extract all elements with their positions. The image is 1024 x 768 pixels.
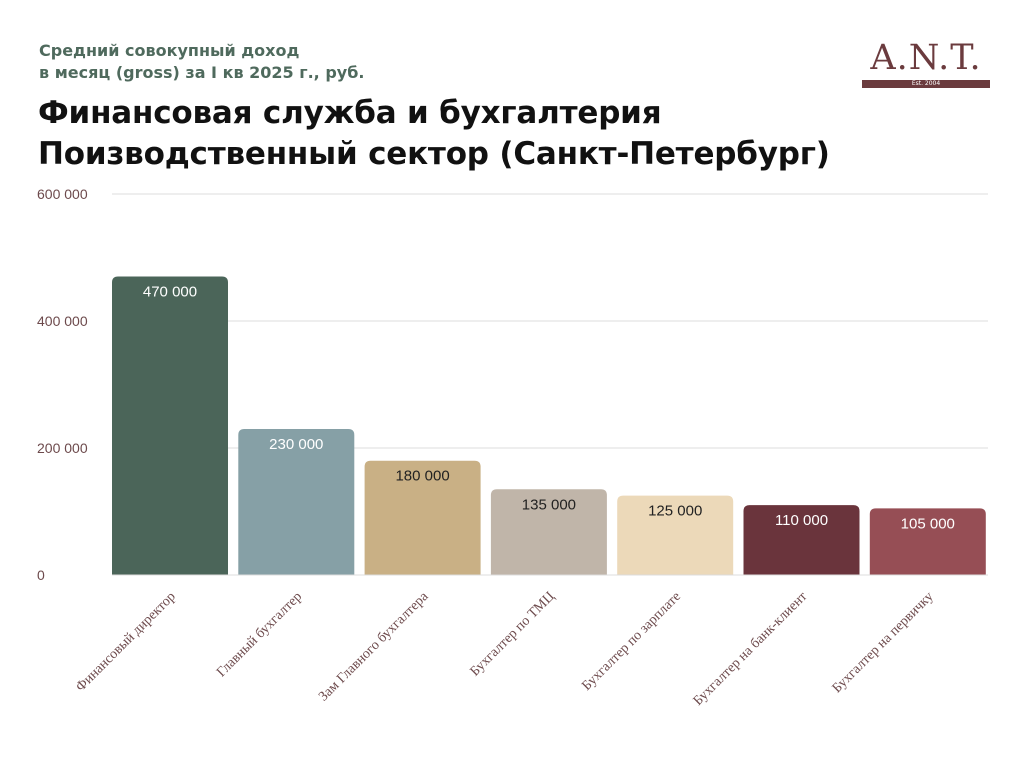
logo-bar	[862, 80, 990, 88]
y-tick-label: 600 000	[37, 186, 88, 202]
bar	[743, 505, 860, 575]
x-tick-label: Бухгалтер по зарплате	[579, 589, 684, 694]
title-line-2: Поизводственный сектор (Санкт-Петербург)	[38, 136, 830, 172]
bar	[238, 428, 355, 575]
bar	[869, 508, 986, 575]
logo-wordmark: A.N.T.	[870, 38, 982, 78]
bar-value-label: 125 000	[648, 503, 702, 520]
y-tick-label: 200 000	[37, 440, 88, 456]
chart-title: Финансовая служба и бухгалтерия Поизводс…	[38, 93, 978, 175]
x-tick-label: Бухгалтер на банк-клиент	[691, 589, 811, 709]
bar	[490, 489, 607, 575]
x-tick-label: Бухгалтер по ТМЦ	[468, 589, 558, 679]
bar-value-label: 135 000	[522, 496, 576, 513]
bar-value-label: 470 000	[143, 284, 197, 301]
bar-value-label: 180 000	[395, 468, 449, 485]
x-tick-label: Зам Главного бухгалтера	[316, 589, 432, 705]
subtitle-line-2: в месяц (gross) за I кв 2025 г., руб.	[39, 63, 365, 82]
subtitle-line-1: Средний совокупный доход	[39, 41, 300, 60]
chart-subtitle: Средний совокупный доход в месяц (gross)…	[39, 40, 499, 84]
ant-logo: A.N.T. Est. 2004	[862, 38, 990, 90]
x-tick-label: Финансовый директор	[73, 589, 179, 695]
logo-established: Est. 2004	[911, 80, 941, 87]
x-tick-label: Бухгалтер на первичку	[830, 589, 937, 696]
x-tick-label: Главный бухгалтер	[214, 589, 305, 680]
bar-value-label: 230 000	[269, 436, 323, 453]
bar	[364, 460, 481, 575]
bar	[617, 495, 734, 575]
bar	[112, 276, 228, 575]
bar-value-label: 110 000	[775, 512, 828, 529]
bar-value-label: 105 000	[901, 515, 955, 532]
y-tick-label: 0	[37, 567, 45, 583]
y-tick-label: 400 000	[37, 313, 88, 329]
title-line-1: Финансовая служба и бухгалтерия	[38, 95, 662, 131]
